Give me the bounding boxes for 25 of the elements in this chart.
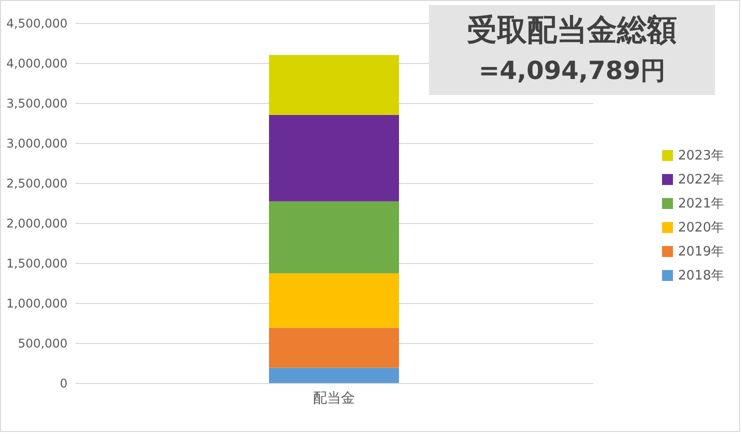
- bar: [269, 115, 399, 202]
- y-tick-label: 3,500,000: [6, 96, 68, 110]
- legend-label: 2023年: [678, 148, 724, 164]
- y-tick-label: 0: [60, 376, 68, 390]
- chart-title: 受取配当金総額: [466, 12, 678, 50]
- bar: [269, 55, 399, 115]
- bar: [269, 273, 399, 328]
- legend-label: 2022年: [678, 172, 724, 188]
- bar: [269, 201, 399, 274]
- y-tick-label: 500,000: [18, 336, 68, 350]
- x-tick-label: 配当金: [313, 390, 355, 406]
- text: =4,094,789円: [478, 55, 666, 87]
- legend-label: 2020年: [678, 220, 724, 236]
- y-tick-label: 3,000,000: [6, 136, 68, 150]
- y-tick-label: 1,500,000: [6, 256, 68, 270]
- legend-label: 2019年: [678, 244, 724, 260]
- bar: [269, 328, 399, 368]
- y-tick-label: 4,500,000: [6, 16, 68, 30]
- y-tick-label: 1,000,000: [6, 296, 68, 310]
- y-tick-label: 4,000,000: [6, 56, 68, 70]
- y-tick-label: 2,500,000: [6, 176, 68, 190]
- y-tick-label: 2,000,000: [6, 216, 68, 230]
- legend-label: 2021年: [678, 196, 724, 212]
- bar: [269, 368, 399, 383]
- legend-label: 2018年: [678, 268, 724, 284]
